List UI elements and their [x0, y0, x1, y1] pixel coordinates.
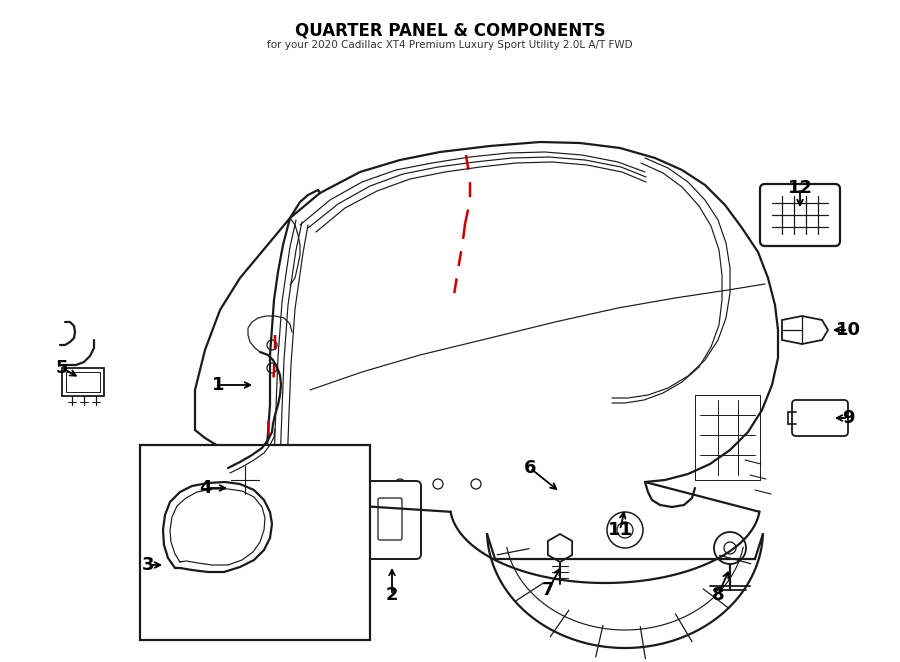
FancyBboxPatch shape: [792, 400, 848, 436]
FancyBboxPatch shape: [378, 498, 402, 540]
Polygon shape: [548, 534, 572, 562]
Text: 2: 2: [386, 586, 398, 604]
Text: for your 2020 Cadillac XT4 Premium Luxury Sport Utility 2.0L A/T FWD: for your 2020 Cadillac XT4 Premium Luxur…: [267, 40, 633, 50]
Bar: [66, 372, 100, 392]
Text: 1: 1: [212, 376, 224, 394]
Text: 9: 9: [842, 409, 854, 427]
FancyBboxPatch shape: [760, 184, 840, 246]
Text: 3: 3: [142, 556, 154, 574]
Polygon shape: [782, 316, 828, 344]
Text: 10: 10: [835, 321, 860, 339]
Bar: [62, 368, 104, 396]
Text: 11: 11: [608, 521, 633, 539]
FancyBboxPatch shape: [359, 481, 421, 559]
Text: 5: 5: [56, 359, 68, 377]
Text: 8: 8: [712, 586, 724, 604]
Text: QUARTER PANEL & COMPONENTS: QUARTER PANEL & COMPONENTS: [294, 22, 606, 40]
Text: 6: 6: [524, 459, 536, 477]
Text: 12: 12: [788, 179, 813, 197]
Bar: [140, 445, 370, 640]
Text: 4: 4: [199, 479, 212, 497]
Text: 7: 7: [542, 581, 554, 599]
